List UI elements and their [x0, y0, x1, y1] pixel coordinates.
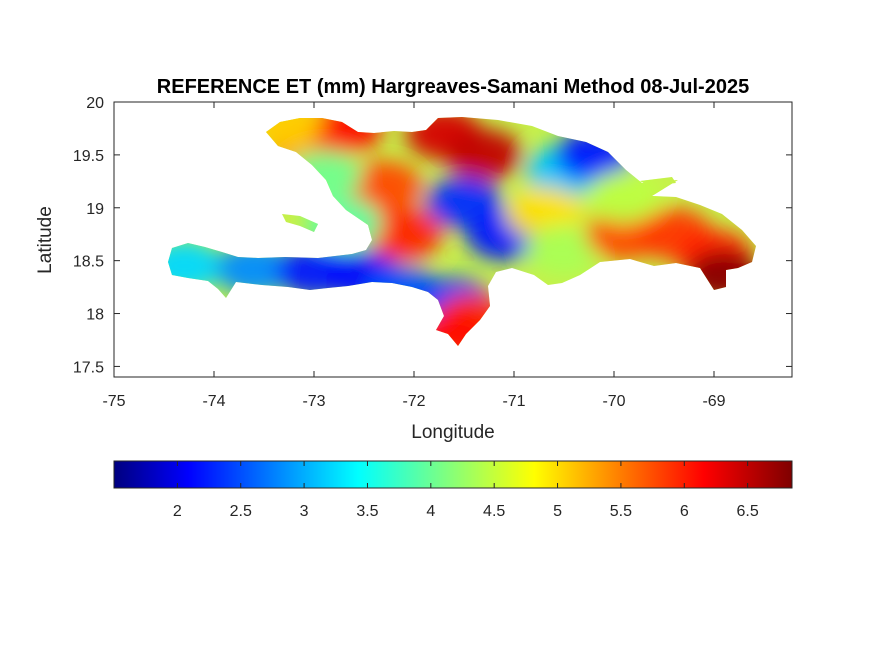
- field-sample-11: [306, 117, 382, 155]
- field-sample-20: [526, 224, 602, 277]
- x-tick-label: -74: [202, 393, 225, 410]
- colorbar-tick-label: 6.5: [737, 503, 759, 520]
- field-sample-0: [168, 239, 222, 292]
- colorbar-tick-label: 2.5: [230, 503, 252, 520]
- colorbar-tick-label: 2: [173, 503, 182, 520]
- colorbar-tick-label: 6: [680, 503, 689, 520]
- y-tick-label: 19.5: [73, 148, 104, 165]
- y-axis-label: Latitude: [35, 206, 56, 274]
- colorbar-ticks: 2 2.5 3 3.5 4 4.5 5 5.5 6 6.5: [173, 461, 759, 520]
- colorbar-tick-label: 5: [553, 503, 562, 520]
- colorbar: [113, 460, 793, 489]
- y-tick-label: 17.5: [73, 359, 104, 376]
- x-axis-ticks: -75 -74 -73 -72 -71 -70 -69: [102, 102, 726, 410]
- colorbar-tick-label: 3: [300, 503, 309, 520]
- colorbar-tick-label: 4: [426, 503, 435, 520]
- y-tick-label: 20: [86, 95, 104, 112]
- field-sample-25: [586, 171, 662, 224]
- x-axis-label: Longitude: [411, 422, 494, 443]
- y-tick-label: 18: [86, 307, 104, 324]
- x-tick-label: -73: [302, 393, 325, 410]
- x-tick-label: -69: [702, 393, 725, 410]
- field-sample-8: [366, 208, 442, 261]
- x-tick-label: -72: [402, 393, 425, 410]
- field-sample-9: [346, 160, 422, 213]
- chart-title: REFERENCE ET (mm) Hargreaves-Samani Meth…: [157, 76, 749, 98]
- colorbar-tick-label: 5.5: [610, 503, 632, 520]
- x-tick-label: -75: [102, 393, 125, 410]
- colorbar-tick-label: 3.5: [356, 503, 378, 520]
- field-sample-14: [446, 128, 522, 181]
- x-tick-label: -71: [502, 393, 525, 410]
- y-tick-label: 18.5: [73, 254, 104, 271]
- colorbar-tick-label: 4.5: [483, 503, 505, 520]
- y-axis-ticks: 17.5 18 18.5 19 19.5 20: [73, 95, 792, 376]
- y-tick-label: 19: [86, 201, 104, 218]
- x-tick-label: -70: [602, 393, 625, 410]
